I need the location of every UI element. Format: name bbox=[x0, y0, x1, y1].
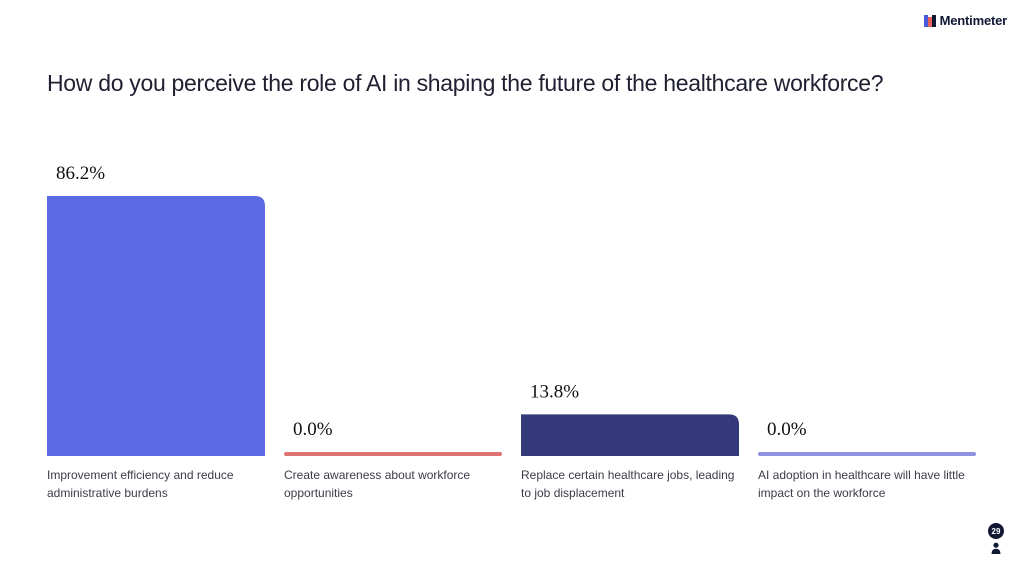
participant-count-badge: 29 bbox=[988, 523, 1004, 539]
mentimeter-logo-icon bbox=[923, 14, 936, 27]
question-title: How do you perceive the role of AI in sh… bbox=[47, 70, 884, 96]
bar bbox=[521, 414, 739, 456]
category-label: Create awareness about workforce opportu… bbox=[284, 468, 471, 500]
person-icon bbox=[991, 542, 1001, 554]
value-label: 13.8% bbox=[530, 381, 579, 402]
brand-name: Mentimeter bbox=[939, 13, 1008, 28]
value-label: 0.0% bbox=[293, 419, 333, 440]
category-label: AI adoption in healthcare will have litt… bbox=[758, 468, 965, 500]
category-label: Replace certain healthcare jobs, leading… bbox=[521, 468, 735, 500]
value-label: 86.2% bbox=[56, 163, 105, 184]
bar bbox=[47, 196, 265, 456]
bar bbox=[758, 452, 976, 456]
value-label: 0.0% bbox=[767, 419, 807, 440]
bar bbox=[284, 452, 502, 456]
category-label: Improvement efficiency and reduce admini… bbox=[47, 468, 234, 500]
brand: Mentimeter bbox=[923, 13, 1008, 28]
participant-counter[interactable]: 29 bbox=[985, 523, 1007, 557]
